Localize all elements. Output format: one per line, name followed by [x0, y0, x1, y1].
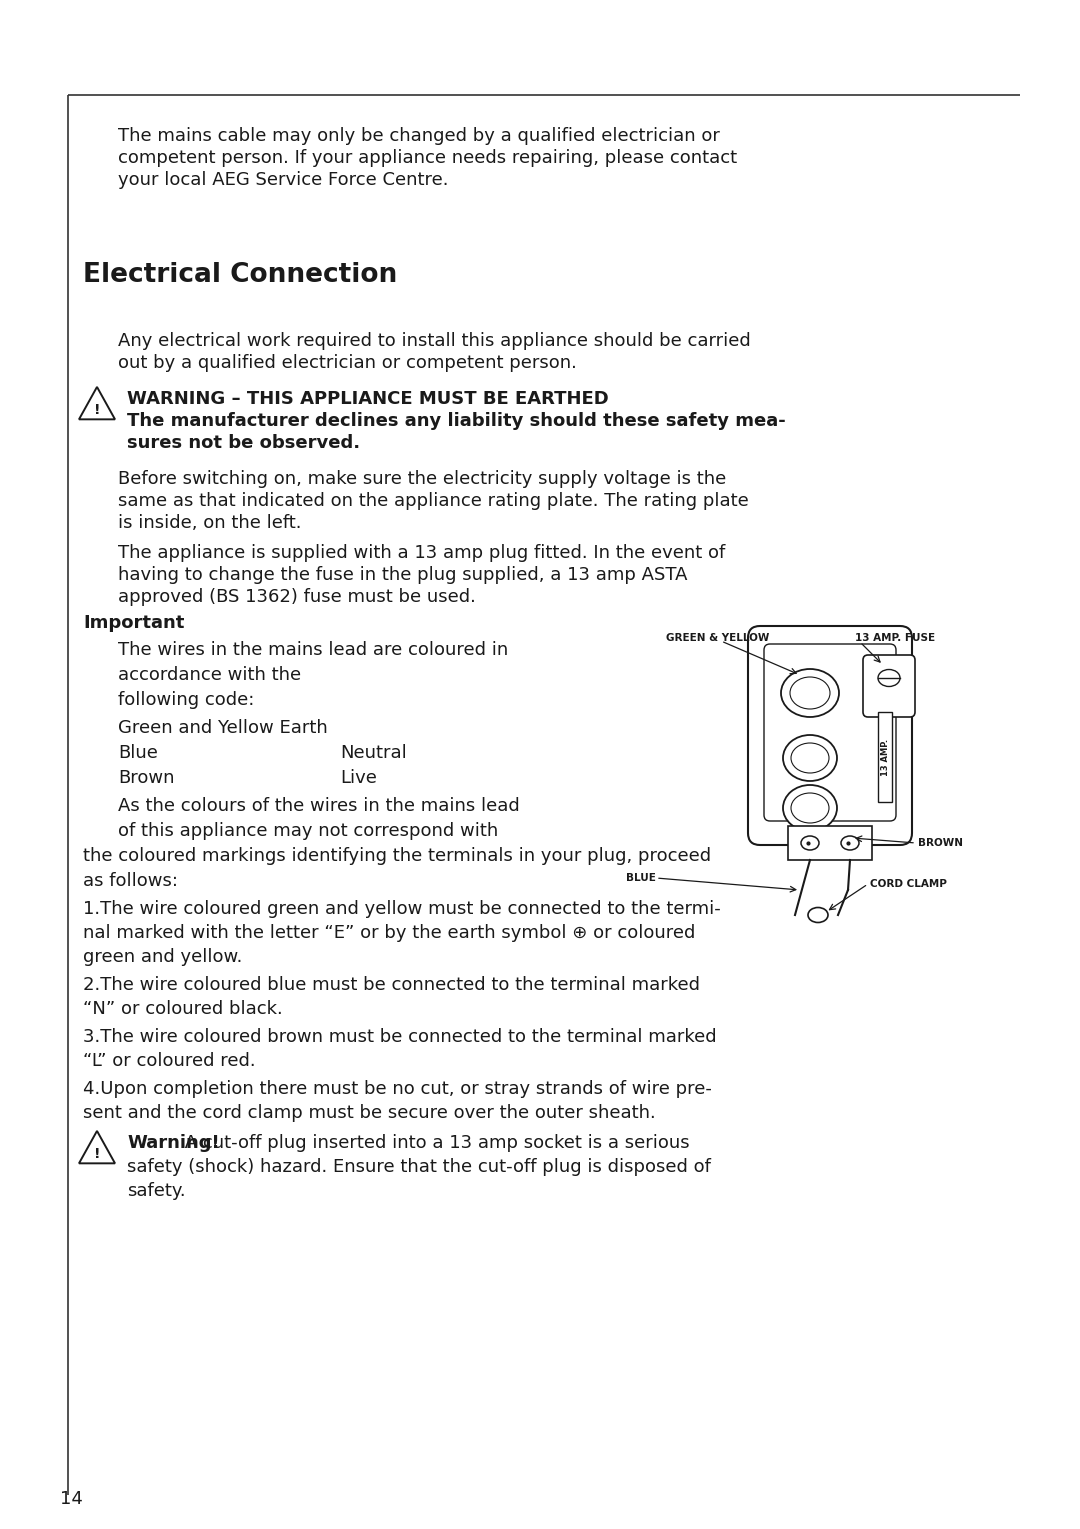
Text: The mains cable may only be changed by a qualified electrician or: The mains cable may only be changed by a…: [118, 127, 720, 145]
Text: BROWN: BROWN: [918, 838, 963, 849]
Text: 3.The wire coloured brown must be connected to the terminal marked: 3.The wire coloured brown must be connec…: [83, 1027, 717, 1046]
Text: your local AEG Service Force Centre.: your local AEG Service Force Centre.: [118, 171, 448, 190]
Text: 13 AMP. FUSE: 13 AMP. FUSE: [855, 633, 935, 644]
Text: same as that indicated on the appliance rating plate. The rating plate: same as that indicated on the appliance …: [118, 492, 748, 511]
Text: “L” or coloured red.: “L” or coloured red.: [83, 1052, 256, 1070]
Text: Live: Live: [340, 769, 377, 787]
Text: BLUE: BLUE: [626, 873, 656, 884]
Text: “N” or coloured black.: “N” or coloured black.: [83, 1000, 283, 1018]
Ellipse shape: [791, 743, 829, 774]
Text: sures not be observed.: sures not be observed.: [127, 434, 360, 453]
Text: CORD CLAMP: CORD CLAMP: [870, 879, 947, 888]
Text: 13 AMP.: 13 AMP.: [880, 739, 890, 775]
FancyBboxPatch shape: [788, 826, 872, 859]
FancyBboxPatch shape: [878, 713, 892, 803]
Text: safety (shock) hazard. Ensure that the cut-off plug is disposed of: safety (shock) hazard. Ensure that the c…: [127, 1157, 711, 1176]
Text: as follows:: as follows:: [83, 872, 178, 890]
Text: Electrical Connection: Electrical Connection: [83, 261, 397, 287]
Text: of this appliance may not correspond with: of this appliance may not correspond wit…: [118, 823, 498, 839]
Text: The wires in the mains lead are coloured in: The wires in the mains lead are coloured…: [118, 641, 509, 659]
Text: !: !: [94, 1147, 100, 1161]
Text: Before switching on, make sure the electricity supply voltage is the: Before switching on, make sure the elect…: [118, 469, 726, 488]
Ellipse shape: [878, 670, 900, 687]
Text: Brown: Brown: [118, 769, 175, 787]
Text: The manufacturer declines any liability should these safety mea-: The manufacturer declines any liability …: [127, 411, 786, 430]
Text: Neutral: Neutral: [340, 745, 407, 761]
Ellipse shape: [808, 908, 828, 922]
Ellipse shape: [781, 670, 839, 717]
Ellipse shape: [841, 836, 859, 850]
Ellipse shape: [791, 794, 829, 823]
Text: A cut-off plug inserted into a 13 amp socket is a serious: A cut-off plug inserted into a 13 amp so…: [179, 1135, 690, 1151]
Text: The appliance is supplied with a 13 amp plug fitted. In the event of: The appliance is supplied with a 13 amp …: [118, 544, 726, 563]
Text: the coloured markings identifying the terminals in your plug, proceed: the coloured markings identifying the te…: [83, 847, 711, 865]
Text: 2.The wire coloured blue must be connected to the terminal marked: 2.The wire coloured blue must be connect…: [83, 976, 700, 994]
Text: approved (BS 1362) fuse must be used.: approved (BS 1362) fuse must be used.: [118, 589, 476, 605]
Text: 14: 14: [60, 1489, 83, 1508]
Text: 1.The wire coloured green and yellow must be connected to the termi-: 1.The wire coloured green and yellow mus…: [83, 901, 720, 917]
FancyBboxPatch shape: [764, 644, 896, 821]
Ellipse shape: [783, 735, 837, 781]
Text: 4.Upon completion there must be no cut, or stray strands of wire pre-: 4.Upon completion there must be no cut, …: [83, 1079, 712, 1098]
Text: having to change the fuse in the plug supplied, a 13 amp ASTA: having to change the fuse in the plug su…: [118, 566, 688, 584]
FancyBboxPatch shape: [863, 654, 915, 717]
Text: Any electrical work required to install this appliance should be carried: Any electrical work required to install …: [118, 332, 751, 350]
Text: GREEN & YELLOW: GREEN & YELLOW: [666, 633, 769, 644]
Text: out by a qualified electrician or competent person.: out by a qualified electrician or compet…: [118, 355, 577, 372]
Text: Green and Yellow Earth: Green and Yellow Earth: [118, 719, 327, 737]
Text: following code:: following code:: [118, 691, 255, 709]
FancyBboxPatch shape: [748, 625, 912, 846]
Ellipse shape: [783, 784, 837, 830]
Text: sent and the cord clamp must be secure over the outer sheath.: sent and the cord clamp must be secure o…: [83, 1104, 656, 1122]
Text: WARNING – THIS APPLIANCE MUST BE EARTHED: WARNING – THIS APPLIANCE MUST BE EARTHED: [127, 390, 609, 408]
Text: !: !: [94, 402, 100, 416]
Text: nal marked with the letter “E” or by the earth symbol ⊕ or coloured: nal marked with the letter “E” or by the…: [83, 924, 696, 942]
Ellipse shape: [801, 836, 819, 850]
Text: Warning!: Warning!: [127, 1135, 219, 1151]
Text: Blue: Blue: [118, 745, 158, 761]
Text: green and yellow.: green and yellow.: [83, 948, 242, 966]
Text: As the colours of the wires in the mains lead: As the colours of the wires in the mains…: [118, 797, 519, 815]
Text: safety.: safety.: [127, 1182, 186, 1200]
Text: Important: Important: [83, 615, 185, 631]
Text: accordance with the: accordance with the: [118, 667, 301, 683]
Ellipse shape: [789, 677, 831, 709]
Text: is inside, on the left.: is inside, on the left.: [118, 514, 301, 532]
Text: competent person. If your appliance needs repairing, please contact: competent person. If your appliance need…: [118, 148, 738, 167]
